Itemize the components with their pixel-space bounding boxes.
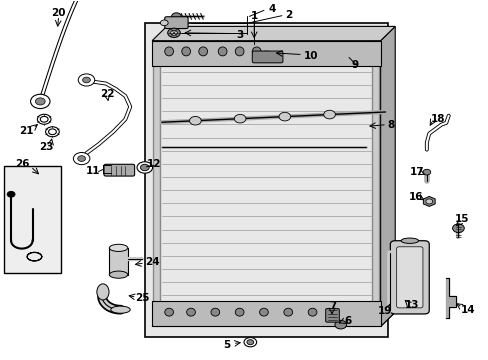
Ellipse shape xyxy=(400,238,418,243)
Text: 4: 4 xyxy=(267,4,275,14)
Text: 1: 1 xyxy=(250,11,257,21)
Text: 16: 16 xyxy=(408,192,423,202)
Text: 26: 26 xyxy=(15,159,29,169)
Text: 13: 13 xyxy=(404,300,419,310)
Text: 8: 8 xyxy=(387,120,394,130)
Text: 21: 21 xyxy=(20,126,34,136)
FancyBboxPatch shape xyxy=(389,241,428,314)
Polygon shape xyxy=(446,278,455,318)
Text: 22: 22 xyxy=(100,89,114,99)
Ellipse shape xyxy=(218,47,226,56)
Circle shape xyxy=(35,98,45,105)
Polygon shape xyxy=(152,26,394,41)
Circle shape xyxy=(82,77,90,83)
Text: 12: 12 xyxy=(146,159,161,169)
Ellipse shape xyxy=(252,47,261,56)
Text: 20: 20 xyxy=(51,8,66,18)
FancyBboxPatch shape xyxy=(164,17,188,28)
FancyBboxPatch shape xyxy=(325,309,339,322)
Circle shape xyxy=(323,110,335,119)
Text: 9: 9 xyxy=(351,60,358,70)
FancyBboxPatch shape xyxy=(104,164,134,176)
Ellipse shape xyxy=(164,47,173,56)
Ellipse shape xyxy=(186,308,195,316)
Text: 25: 25 xyxy=(135,293,149,303)
FancyBboxPatch shape xyxy=(396,247,422,308)
Circle shape xyxy=(78,156,85,161)
Text: 24: 24 xyxy=(144,257,159,267)
Text: 18: 18 xyxy=(430,113,445,123)
FancyBboxPatch shape xyxy=(252,51,283,63)
Text: 5: 5 xyxy=(223,340,230,350)
Bar xyxy=(109,248,127,275)
Circle shape xyxy=(78,74,95,86)
Circle shape xyxy=(137,162,152,173)
Ellipse shape xyxy=(259,308,268,316)
Circle shape xyxy=(279,112,290,121)
Ellipse shape xyxy=(111,306,130,313)
Circle shape xyxy=(425,199,432,204)
Circle shape xyxy=(422,169,430,175)
Circle shape xyxy=(234,114,245,123)
Text: 3: 3 xyxy=(236,30,243,40)
Text: 7: 7 xyxy=(328,301,336,311)
Text: 15: 15 xyxy=(454,214,468,224)
Circle shape xyxy=(452,224,463,233)
Circle shape xyxy=(7,192,15,197)
Circle shape xyxy=(160,20,168,26)
Ellipse shape xyxy=(164,308,173,316)
Ellipse shape xyxy=(235,308,244,316)
Circle shape xyxy=(140,164,149,171)
Ellipse shape xyxy=(97,284,109,300)
Circle shape xyxy=(170,30,177,35)
Ellipse shape xyxy=(261,51,271,55)
Text: 14: 14 xyxy=(460,305,474,315)
Ellipse shape xyxy=(210,308,219,316)
Ellipse shape xyxy=(109,244,127,251)
Circle shape xyxy=(171,13,181,20)
Text: 17: 17 xyxy=(409,167,424,177)
Text: 11: 11 xyxy=(85,166,100,176)
Circle shape xyxy=(189,116,201,125)
Text: 19: 19 xyxy=(377,306,391,316)
Text: 10: 10 xyxy=(303,51,317,61)
Text: 2: 2 xyxy=(285,10,292,20)
Polygon shape xyxy=(152,312,394,327)
Circle shape xyxy=(73,153,90,165)
Text: 23: 23 xyxy=(39,142,54,152)
Circle shape xyxy=(246,340,253,345)
Circle shape xyxy=(167,28,180,37)
Polygon shape xyxy=(152,41,380,66)
Polygon shape xyxy=(423,197,434,206)
Bar xyxy=(152,301,380,327)
Circle shape xyxy=(244,338,256,347)
Bar xyxy=(144,23,387,337)
Ellipse shape xyxy=(182,47,190,56)
Bar xyxy=(4,166,61,273)
Ellipse shape xyxy=(307,308,316,316)
Ellipse shape xyxy=(235,47,244,56)
Ellipse shape xyxy=(199,47,207,56)
Circle shape xyxy=(30,94,50,109)
Text: 6: 6 xyxy=(343,316,350,326)
Polygon shape xyxy=(380,26,394,327)
Ellipse shape xyxy=(284,308,292,316)
Ellipse shape xyxy=(109,271,127,278)
Circle shape xyxy=(334,320,346,329)
